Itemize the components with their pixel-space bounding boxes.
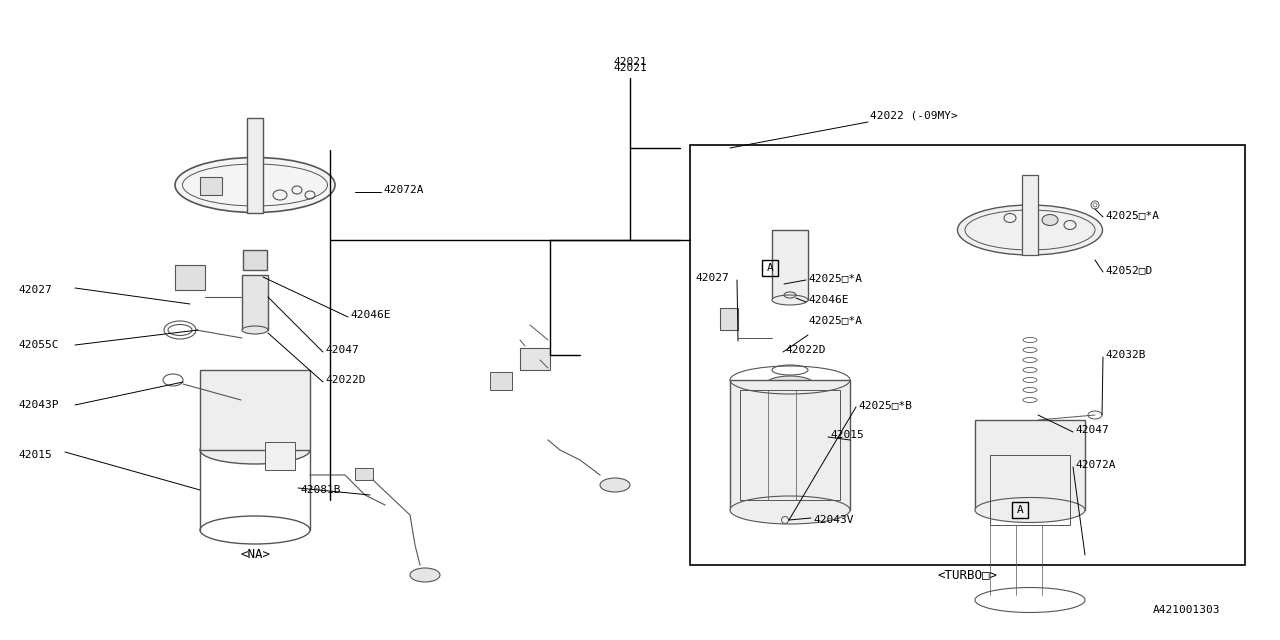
Text: 42047: 42047 bbox=[325, 345, 358, 355]
Bar bbox=[772, 230, 808, 300]
Text: 42032B: 42032B bbox=[1105, 350, 1146, 360]
Text: A: A bbox=[1016, 505, 1024, 515]
Text: A421001303: A421001303 bbox=[1152, 605, 1220, 615]
Text: 42021: 42021 bbox=[613, 63, 646, 73]
Bar bbox=[490, 372, 512, 390]
Text: 42027: 42027 bbox=[695, 273, 728, 283]
Bar bbox=[1012, 502, 1028, 518]
Text: 42043P: 42043P bbox=[18, 400, 59, 410]
Text: 42052□D: 42052□D bbox=[1105, 265, 1152, 275]
Ellipse shape bbox=[200, 436, 310, 464]
Bar bbox=[247, 118, 262, 213]
Bar bbox=[265, 442, 294, 470]
Bar bbox=[730, 380, 850, 510]
Text: 42055C: 42055C bbox=[18, 340, 59, 350]
Bar bbox=[740, 390, 840, 500]
Ellipse shape bbox=[175, 157, 335, 212]
Ellipse shape bbox=[600, 478, 630, 492]
Text: <TURBO□>: <TURBO□> bbox=[937, 568, 997, 582]
Ellipse shape bbox=[975, 497, 1085, 522]
Ellipse shape bbox=[765, 376, 815, 394]
Text: 42046E: 42046E bbox=[349, 310, 390, 320]
Text: 42015: 42015 bbox=[18, 450, 51, 460]
Ellipse shape bbox=[772, 295, 808, 305]
Bar bbox=[200, 370, 310, 450]
Bar bbox=[355, 468, 372, 480]
Bar bbox=[200, 177, 221, 195]
Bar bbox=[175, 265, 205, 290]
Text: 42025□*A: 42025□*A bbox=[808, 315, 861, 325]
Text: 42025□*B: 42025□*B bbox=[858, 400, 913, 410]
Text: 42081B: 42081B bbox=[300, 485, 340, 495]
Text: 42046E: 42046E bbox=[808, 295, 849, 305]
Ellipse shape bbox=[730, 496, 850, 524]
Ellipse shape bbox=[1042, 214, 1059, 225]
Bar bbox=[242, 275, 268, 330]
Text: 42072A: 42072A bbox=[1075, 460, 1115, 470]
Text: 42043V: 42043V bbox=[813, 515, 854, 525]
Bar bbox=[1021, 175, 1038, 255]
Bar bbox=[520, 348, 550, 370]
Bar bbox=[243, 250, 268, 270]
Ellipse shape bbox=[957, 205, 1102, 255]
Ellipse shape bbox=[242, 326, 268, 334]
Text: 42025□*A: 42025□*A bbox=[1105, 210, 1158, 220]
Bar bbox=[247, 375, 262, 390]
Text: 42025□*A: 42025□*A bbox=[808, 273, 861, 283]
Text: 42015: 42015 bbox=[829, 430, 864, 440]
Text: 42027: 42027 bbox=[18, 285, 51, 295]
Bar bbox=[989, 455, 1070, 525]
Bar bbox=[762, 260, 778, 276]
Text: 42072A: 42072A bbox=[383, 185, 424, 195]
Bar bbox=[721, 308, 739, 330]
Bar bbox=[690, 145, 1245, 565]
Text: A: A bbox=[767, 263, 773, 273]
Ellipse shape bbox=[410, 568, 440, 582]
Text: <NA>: <NA> bbox=[241, 548, 270, 561]
Text: 42047: 42047 bbox=[1075, 425, 1108, 435]
Bar bbox=[975, 420, 1085, 510]
Text: 42022 (-09MY>: 42022 (-09MY> bbox=[870, 110, 957, 120]
Text: 42022D: 42022D bbox=[785, 345, 826, 355]
Text: 42022D: 42022D bbox=[325, 375, 366, 385]
Text: 42021: 42021 bbox=[613, 57, 646, 67]
